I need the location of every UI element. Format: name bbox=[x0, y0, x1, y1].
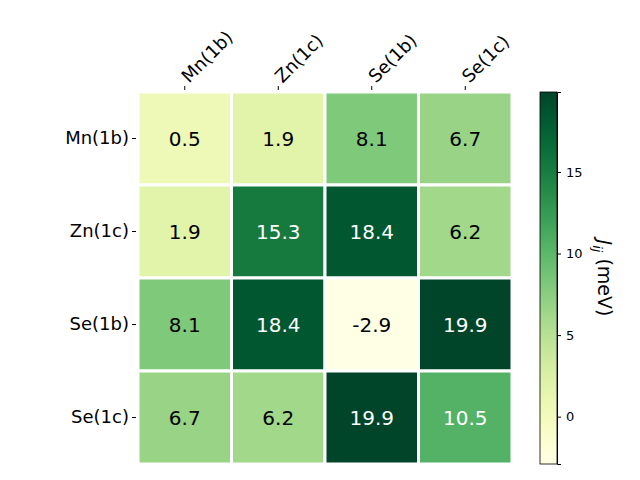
heatmap-cell bbox=[419, 185, 513, 278]
x-tick-mark bbox=[278, 86, 279, 90]
x-tick-label: Se(1b) bbox=[364, 30, 421, 87]
y-tick-mark bbox=[132, 324, 136, 325]
heatmap-cell bbox=[232, 185, 326, 278]
cell-label: 18.4 bbox=[349, 220, 394, 244]
x-tick: Se(1c) bbox=[457, 31, 513, 90]
heatmap-cell bbox=[419, 92, 513, 185]
cell-label: 6.2 bbox=[449, 220, 481, 244]
y-tick: Zn(1c) bbox=[70, 220, 136, 241]
cell-label: 8.1 bbox=[169, 313, 201, 337]
colorbar-tick: 10 bbox=[557, 246, 583, 261]
x-tick-label: Se(1c) bbox=[457, 31, 513, 87]
heatmap-cell bbox=[232, 371, 326, 464]
y-tick-mark bbox=[132, 138, 136, 139]
heatmap-cell bbox=[419, 371, 513, 464]
cell-label: 6.2 bbox=[262, 406, 294, 430]
colorbar-tick-mark bbox=[557, 254, 561, 255]
colorbar-axis-line bbox=[558, 93, 562, 465]
colorbar bbox=[540, 92, 557, 464]
colorbar-tick: 5 bbox=[557, 328, 574, 343]
y-tick-label: Zn(1c) bbox=[70, 220, 129, 241]
cell-label: 1.9 bbox=[169, 220, 201, 244]
cell-label: 0.5 bbox=[169, 127, 201, 151]
x-tick: Se(1b) bbox=[364, 30, 421, 90]
heatmap-cell bbox=[325, 185, 419, 278]
colorbar-tick: 15 bbox=[557, 165, 583, 180]
y-tick: Mn(1b) bbox=[65, 127, 136, 148]
y-axis: Mn(1b) Zn(1c) Se(1b) Se(1c) bbox=[65, 127, 136, 427]
y-tick-label: Se(1c) bbox=[71, 406, 129, 427]
heatmap-cell bbox=[138, 371, 232, 464]
cell-label: -2.9 bbox=[352, 313, 391, 337]
cell-label: 15.3 bbox=[256, 220, 301, 244]
x-tick-label: Mn(1b) bbox=[177, 27, 237, 87]
cell-labels: 0.5 1.9 8.1 6.7 1.9 15.3 18.4 6.2 8.1 18.4 -2.9 19.… bbox=[169, 127, 488, 430]
y-tick-mark bbox=[132, 231, 136, 232]
colorbar-tick-mark bbox=[557, 172, 561, 173]
cell-label: 6.7 bbox=[449, 127, 481, 151]
colorbar-tick-label: 0 bbox=[566, 409, 574, 424]
colorbar-tick-label: 15 bbox=[566, 165, 583, 180]
colorbar-tick-label: 5 bbox=[566, 328, 574, 343]
colorbar-tick-mark bbox=[557, 335, 561, 336]
cells bbox=[138, 92, 512, 464]
cell-label: 10.5 bbox=[443, 406, 488, 430]
y-tick: Se(1b) bbox=[70, 313, 136, 334]
y-tick: Se(1c) bbox=[71, 406, 136, 427]
heatmap-cell bbox=[138, 185, 232, 278]
x-axis: Mn(1b) Zn(1c) Se(1b) Se(1c) bbox=[177, 27, 513, 90]
y-tick-label: Se(1b) bbox=[70, 313, 129, 334]
y-tick-mark bbox=[132, 417, 136, 418]
cell-label: 19.9 bbox=[349, 406, 394, 430]
x-tick-mark bbox=[184, 86, 185, 90]
cell-label: 8.1 bbox=[356, 127, 388, 151]
heatmap-cell bbox=[325, 278, 419, 371]
cell-label: 1.9 bbox=[262, 127, 294, 151]
colorbar-tick: 0 bbox=[557, 409, 574, 424]
x-tick-mark bbox=[371, 86, 372, 90]
heatmap-cell bbox=[325, 92, 419, 185]
cell-label: 18.4 bbox=[256, 313, 301, 337]
x-tick-label: Zn(1c) bbox=[270, 30, 327, 87]
heatmap-cell bbox=[138, 92, 232, 185]
heatmap-cell bbox=[232, 278, 326, 371]
heatmap-cell bbox=[419, 278, 513, 371]
cell-label: 6.7 bbox=[169, 406, 201, 430]
colorbar-label: Jij (meV) bbox=[590, 236, 616, 317]
heatmap-cell bbox=[138, 278, 232, 371]
colorbar-tick-label: 10 bbox=[566, 246, 583, 261]
colorbar-tick-mark bbox=[557, 417, 561, 418]
y-tick-label: Mn(1b) bbox=[65, 127, 129, 148]
x-tick: Mn(1b) bbox=[177, 27, 237, 90]
heatmap-cell bbox=[232, 92, 326, 185]
x-tick-mark bbox=[465, 86, 466, 90]
x-tick: Zn(1c) bbox=[270, 30, 327, 90]
heatmap-cell bbox=[325, 371, 419, 464]
colorbar-axis: 0 5 10 15 bbox=[557, 93, 583, 465]
cell-label: 19.9 bbox=[443, 313, 488, 337]
chart: 0.5 1.9 8.1 6.7 1.9 15.3 18.4 6.2 8.1 18.4 -2.9 19.… bbox=[0, 0, 640, 480]
